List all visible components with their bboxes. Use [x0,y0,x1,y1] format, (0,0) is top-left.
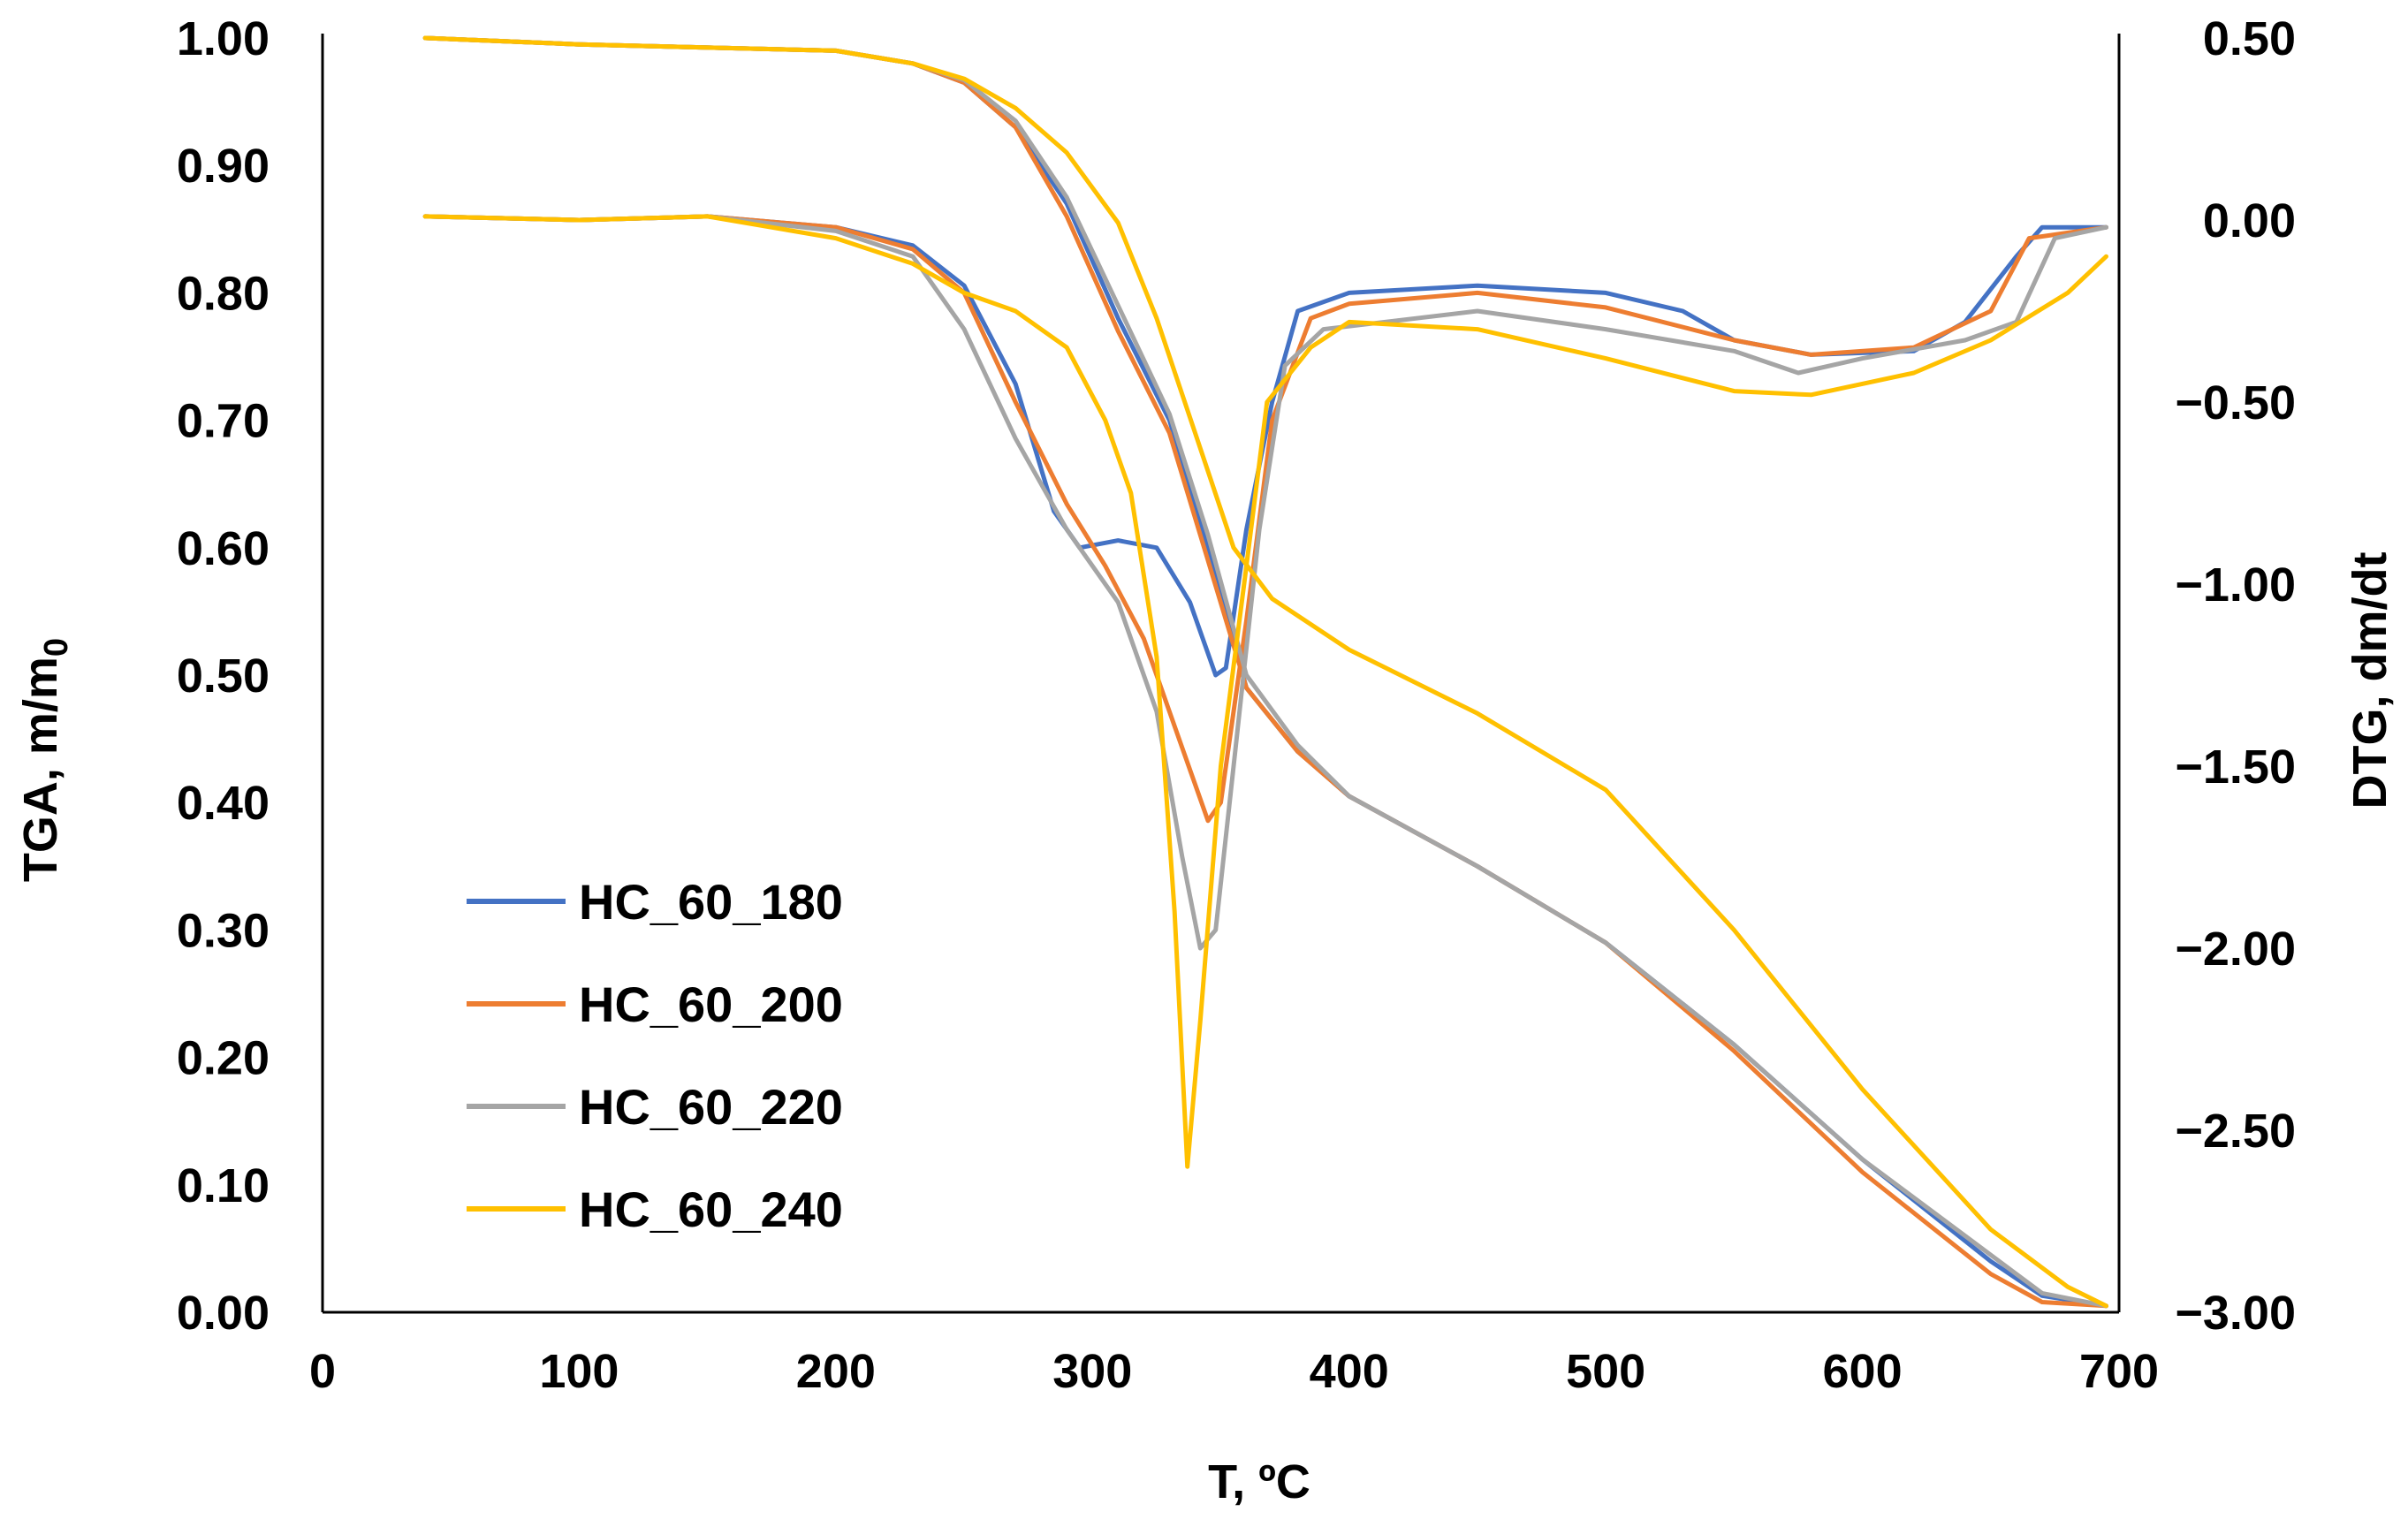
x-axis-title: T, ºC [1208,1455,1310,1508]
series-lines [422,35,2108,1309]
y-right-tick-label: 0.00 [2203,194,2296,247]
x-tick-label: 500 [1566,1345,1645,1398]
x-tick-label: 600 [1823,1345,1903,1398]
legend-label-hc-60-200: HC_60_200 [579,976,843,1032]
y-left-tick-label: 0.80 [177,267,270,320]
y-left-axis-title-subscript: 0 [38,638,75,657]
x-tick-label: 200 [796,1345,876,1398]
y-left-tick-label: 1.00 [177,12,270,65]
y-right-tick-label: −3.00 [2175,1287,2296,1340]
hc-60-240-dtg-line [422,214,2108,1169]
y-left-tick-label: 0.20 [177,1032,270,1085]
y-left-tick-label: 0.40 [177,777,270,830]
y-right-tick-label: −1.00 [2175,558,2296,612]
y-right-axis-title: DTG, dm/dt [2343,552,2397,809]
y-left-tick-label: 0.60 [177,522,270,575]
y-left-axis-title-main: TGA, m/m [14,657,67,882]
y-right-tick-label: −1.50 [2175,741,2296,794]
y-left-tick-label: 0.50 [177,650,270,703]
legend: HC_60_180 HC_60_200 HC_60_220 HC_60_240 [467,874,843,1237]
y-left-axis-title: TGA, m/m0 [14,638,75,882]
x-tick-label: 100 [539,1345,619,1398]
legend-label-hc-60-220: HC_60_220 [579,1079,843,1135]
hc-60-200-dtg-line [422,214,2108,824]
y-right-tick-label: 0.50 [2203,12,2296,65]
legend-label-hc-60-180: HC_60_180 [579,874,843,930]
y-left-tick-label: 0.30 [177,904,270,957]
y-left-tick-label: 0.00 [177,1287,270,1340]
y-left-tick-label: 0.90 [177,140,270,193]
x-tick-label: 0 [309,1345,336,1398]
y-left-tick-label: 0.70 [177,395,270,448]
y-right-tick-label: −0.50 [2175,376,2296,429]
hc-60-240-tga-line [422,35,2108,1309]
y-right-tick-label: −2.00 [2175,923,2296,976]
y-left-tick-label: 0.10 [177,1159,270,1212]
x-tick-label: 700 [2079,1345,2159,1398]
axes [321,34,2121,1314]
x-tick-label: 300 [1052,1345,1132,1398]
x-tick-label: 400 [1310,1345,1389,1398]
y-right-tick-label: −2.50 [2175,1105,2296,1158]
ticks: 0 100 200 300 400 500 600 700 0.00 0.10 0.20 0.30 0.… [177,12,2296,1398]
legend-label-hc-60-240: HC_60_240 [579,1181,843,1237]
